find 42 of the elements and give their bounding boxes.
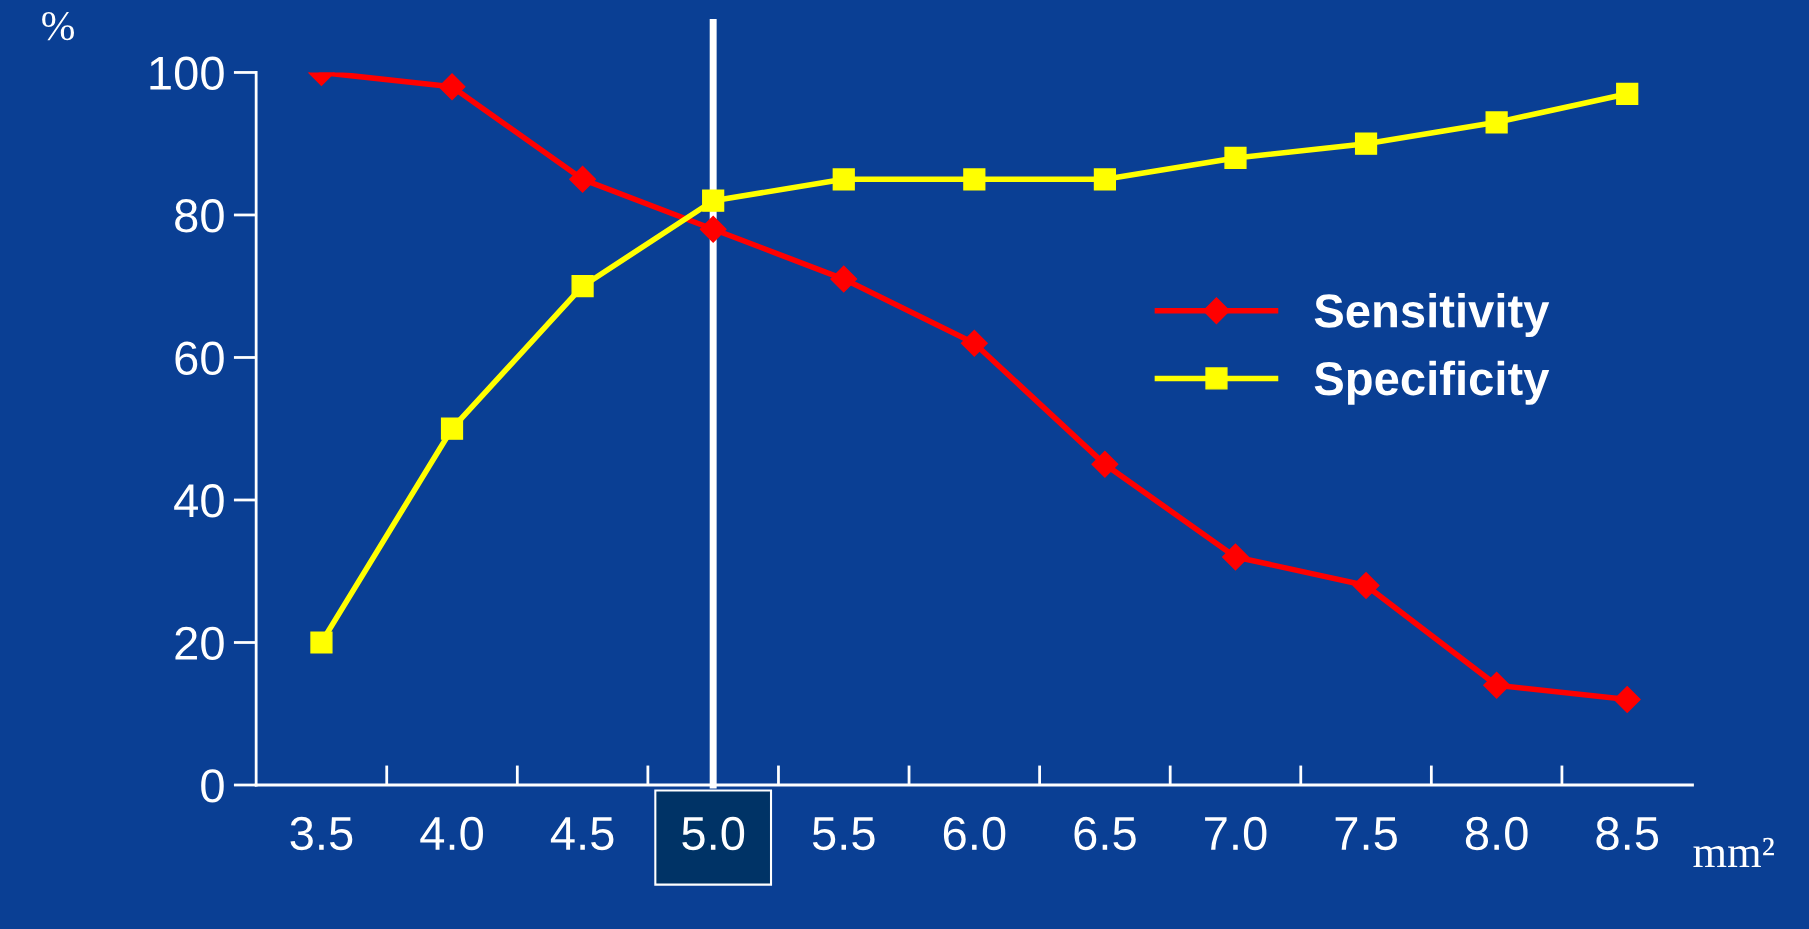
x-tick-label: 8.0 [1465, 816, 1528, 851]
point [1091, 450, 1119, 478]
x-tick-label: 3.5 [290, 816, 353, 851]
point [699, 215, 727, 243]
point [438, 73, 466, 101]
y-axis-title: % [42, 12, 74, 41]
x-tick-label: 5.0 [682, 816, 745, 851]
point [1483, 671, 1511, 699]
point [1093, 168, 1117, 191]
legend-label: Specificity [1314, 360, 1550, 405]
point [832, 168, 855, 191]
point [440, 417, 464, 440]
x-tick-label: 8.5 [1596, 816, 1659, 851]
x-tick-label: 7.0 [1205, 816, 1267, 851]
point [1222, 543, 1249, 571]
x-axis-title: mm² [1693, 837, 1774, 867]
x-tick-label: 4.5 [550, 817, 614, 851]
point [1616, 82, 1639, 105]
y-tick-label: 80 [175, 199, 224, 233]
point [571, 275, 594, 298]
point [1354, 132, 1378, 155]
x-tick-label: 4.0 [420, 816, 483, 851]
point [1352, 572, 1380, 599]
y-tick-label: 40 [174, 484, 224, 518]
point [702, 189, 725, 212]
x-tick-label: 6.0 [943, 816, 1006, 851]
point [569, 165, 597, 193]
y-tick-label: 20 [175, 626, 224, 661]
point [1224, 146, 1247, 170]
point [960, 329, 988, 357]
x-tick-label: 6.5 [1074, 816, 1136, 851]
x-tick-label: 5.5 [812, 817, 875, 851]
y-tick-label: 100 [150, 56, 224, 91]
legend-label: Sensitivity [1314, 293, 1550, 338]
x-tick-label: 7.5 [1335, 817, 1397, 851]
point [1613, 686, 1641, 713]
point [310, 631, 333, 654]
point [1485, 111, 1508, 134]
point [830, 265, 858, 293]
point [963, 168, 986, 191]
y-tick-label: 0 [201, 769, 224, 803]
y-tick-label: 60 [175, 341, 224, 376]
